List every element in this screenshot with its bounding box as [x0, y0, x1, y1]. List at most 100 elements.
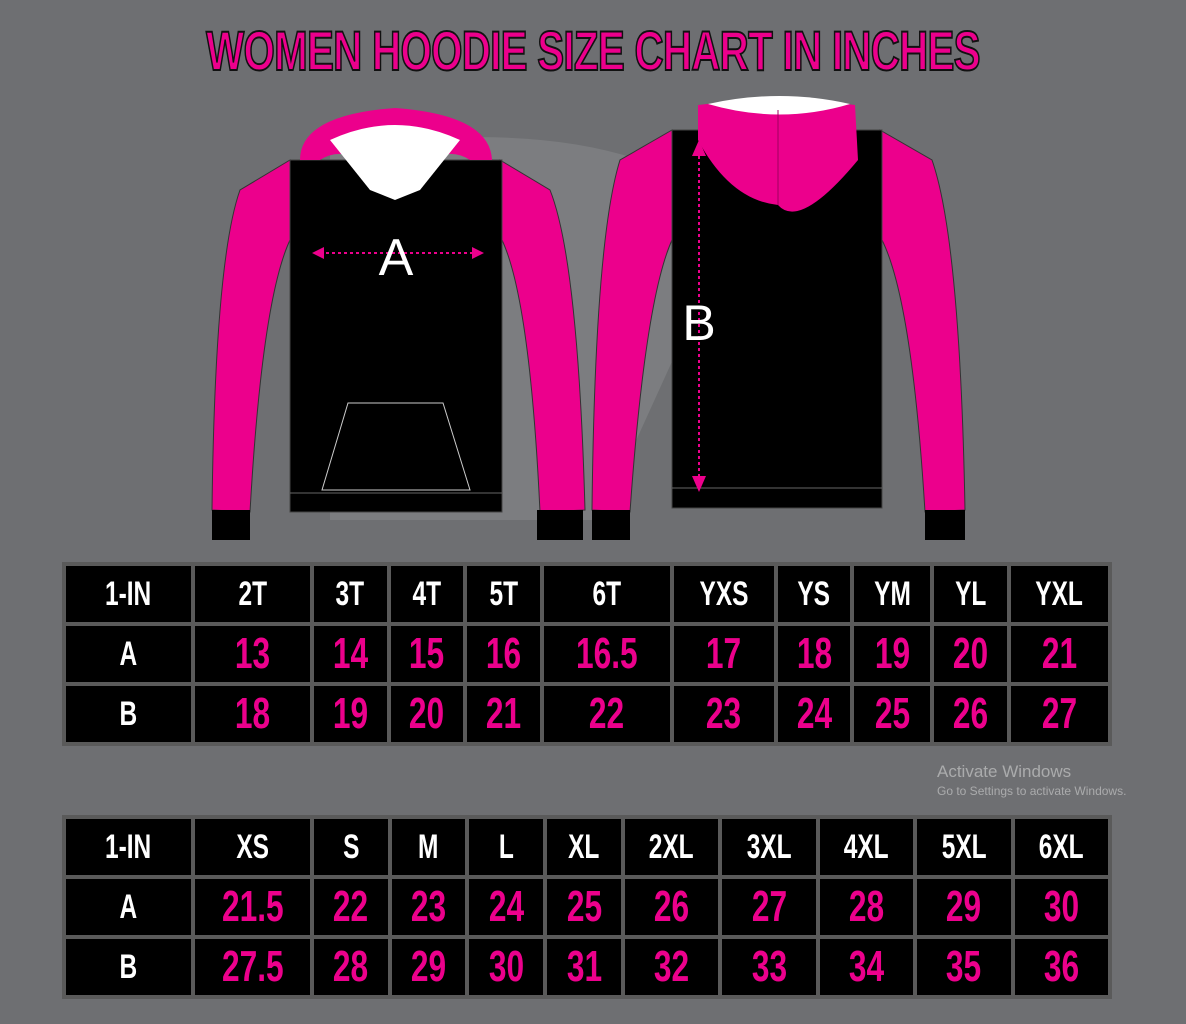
value-text: 24	[796, 689, 832, 738]
header-cell: 6XL	[1010, 815, 1112, 879]
value-text: 27	[1041, 689, 1077, 738]
watermark-subtitle: Go to Settings to activate Windows.	[937, 784, 1127, 798]
header-text: 2XL	[649, 827, 695, 866]
header-cell: 5T	[463, 562, 544, 626]
header-cell: 4T	[386, 562, 468, 626]
header-text: 5T	[489, 574, 518, 613]
value-cell: 26	[620, 875, 723, 939]
front-label: A	[379, 229, 414, 287]
value-cell: 18	[773, 622, 855, 686]
value-cell: 25	[850, 682, 934, 746]
value-cell: 14	[310, 622, 391, 686]
value-text: 21.5	[221, 882, 284, 931]
value-cell: 15	[386, 622, 468, 686]
value-text: 25	[874, 689, 910, 738]
value-cell: 19	[310, 682, 391, 746]
activation-watermark: Activate Windows Go to Settings to activ…	[937, 762, 1126, 798]
header-text: M	[418, 827, 439, 866]
header-text: YXS	[699, 574, 749, 613]
header-cell: L	[465, 815, 548, 879]
header-cell: YXL	[1006, 562, 1113, 626]
header-text: 4XL	[843, 827, 889, 866]
value-text: 17	[706, 629, 742, 678]
value-text: 29	[410, 942, 447, 991]
value-text: 21	[1041, 629, 1077, 678]
value-text: 24	[488, 882, 524, 931]
value-text: 16	[485, 629, 522, 678]
value-text: 28	[848, 882, 885, 931]
value-text: 19	[332, 689, 368, 738]
header-cell: YS	[773, 562, 855, 626]
value-cell: 30	[465, 935, 548, 999]
value-cell: 20	[929, 622, 1011, 686]
row-label: B	[62, 682, 195, 746]
header-text: YL	[954, 574, 986, 613]
value-text: 30	[1043, 882, 1079, 931]
value-text: 18	[796, 629, 832, 678]
header-text: 6XL	[1038, 827, 1084, 866]
value-text: 22	[589, 689, 625, 738]
header-text: XS	[236, 827, 269, 866]
header-text: 5XL	[941, 827, 987, 866]
header-text: 3XL	[746, 827, 792, 866]
header-cell: 3T	[310, 562, 391, 626]
value-text: 26	[653, 882, 690, 931]
table-header-row: 1-IN 2T 3T 4T 5T 6T YXS YS YM YL YXL	[62, 562, 1113, 626]
row-label: A	[62, 875, 195, 939]
header-cell: 4XL	[815, 815, 918, 879]
value-cell: 20	[386, 682, 468, 746]
front-hoodie: A	[211, 108, 586, 540]
value-cell: 24	[465, 875, 548, 939]
value-cell: 27	[1006, 682, 1113, 746]
header-cell: XL	[543, 815, 625, 879]
value-cell: 28	[815, 875, 918, 939]
value-text: 21	[485, 689, 522, 738]
row-label: B	[62, 935, 195, 999]
value-text: 18	[234, 689, 271, 738]
header-text: 3T	[336, 574, 365, 613]
header-text: 2T	[238, 574, 267, 613]
value-text: 34	[848, 942, 885, 991]
value-cell: 23	[387, 875, 470, 939]
value-text: 15	[409, 629, 445, 678]
header-cell: YL	[929, 562, 1011, 626]
header-text: S	[342, 827, 360, 866]
row-label-text: B	[119, 947, 138, 986]
back-label: B	[682, 295, 715, 351]
value-cell: 29	[387, 935, 470, 999]
header-cell: 5XL	[913, 815, 1015, 879]
value-text: 30	[488, 942, 524, 991]
value-cell: 13	[191, 622, 314, 686]
row-label: A	[62, 622, 195, 686]
header-cell: 6T	[539, 562, 674, 626]
value-cell: 27	[718, 875, 820, 939]
value-text: 27	[751, 882, 787, 931]
value-text: 13	[234, 629, 271, 678]
header-cell: YXS	[669, 562, 778, 626]
value-cell: 25	[543, 875, 625, 939]
value-text: 32	[653, 942, 690, 991]
header-cell: 2T	[191, 562, 314, 626]
value-cell: 29	[913, 875, 1015, 939]
value-cell: 30	[1010, 875, 1112, 939]
value-cell: 21.5	[191, 875, 314, 939]
value-text: 25	[566, 882, 602, 931]
value-cell: 28	[310, 935, 392, 999]
value-text: 35	[946, 942, 982, 991]
header-text: 1-IN	[105, 574, 152, 613]
row-label-text: A	[119, 634, 138, 673]
header-text: L	[498, 827, 514, 866]
value-cell: 33	[718, 935, 820, 999]
page-title: WOMEN HOODIE SIZE CHART IN INCHES	[205, 18, 981, 83]
header-cell: XS	[191, 815, 314, 879]
header-cell: 2XL	[620, 815, 723, 879]
value-cell: 21	[1006, 622, 1113, 686]
table-row-a: A 21.5 22 23 24 25 26 27 28 29 30	[62, 875, 1112, 939]
value-cell: 17	[669, 622, 778, 686]
value-text: 27.5	[221, 942, 284, 991]
value-cell: 35	[913, 935, 1015, 999]
value-cell: 16	[463, 622, 544, 686]
value-cell: 23	[669, 682, 778, 746]
value-text: 19	[874, 629, 910, 678]
value-cell: 19	[850, 622, 934, 686]
